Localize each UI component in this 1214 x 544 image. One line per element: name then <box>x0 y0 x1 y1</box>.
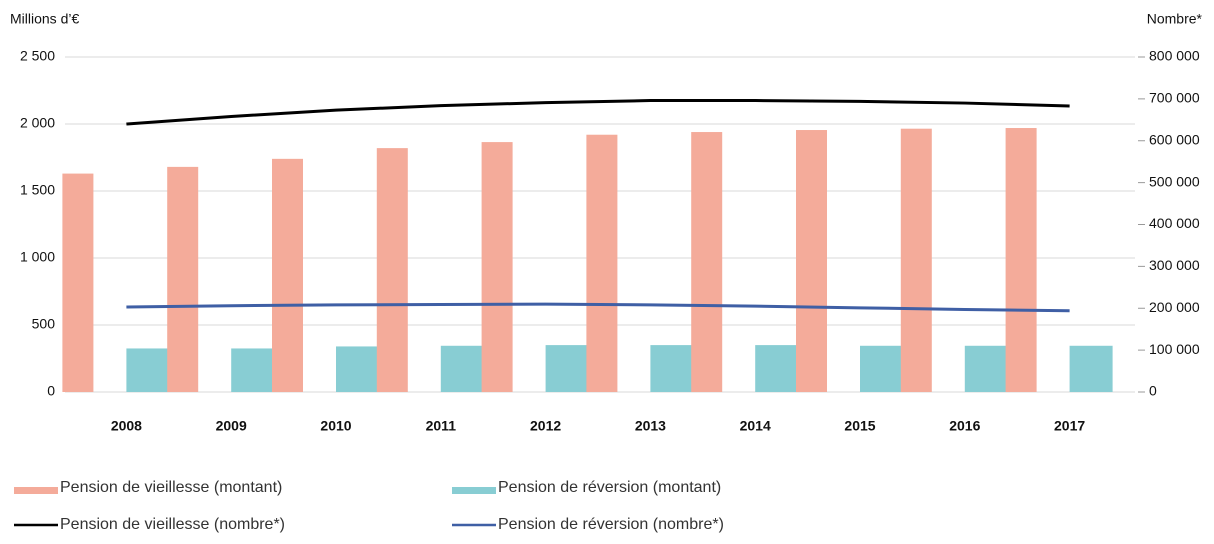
x-tick-label: 2014 <box>740 418 771 434</box>
x-tick-label: 2012 <box>530 418 561 434</box>
x-tick-label: 2011 <box>426 418 457 434</box>
bar <box>755 345 799 392</box>
bar <box>272 158 303 392</box>
bar <box>650 345 694 392</box>
x-tick-label: 2017 <box>1054 418 1085 434</box>
bar <box>440 345 484 392</box>
legend-label: Pension de réversion (nombre*) <box>498 516 724 533</box>
bar <box>1005 128 1037 392</box>
y2-tick-label: 300 000 <box>1149 257 1200 273</box>
y2-tick-label: 200 000 <box>1149 299 1200 315</box>
y-tick-label: 1 500 <box>20 182 55 198</box>
legend-label: Pension de réversion (montant) <box>498 479 721 496</box>
bar <box>62 173 94 392</box>
legend-swatch <box>452 487 496 494</box>
legend-swatch <box>14 487 58 494</box>
bar <box>545 345 589 392</box>
x-tick-label: 2010 <box>320 418 351 434</box>
legend-label: Pension de vieillesse (nombre*) <box>60 516 285 533</box>
bar <box>900 128 932 392</box>
legend-label: Pension de vieillesse (montant) <box>60 479 282 496</box>
bar <box>964 345 1008 392</box>
bar <box>376 148 408 392</box>
bar <box>481 142 513 392</box>
bar <box>336 346 379 392</box>
bar <box>860 345 903 392</box>
bar <box>231 348 275 392</box>
y2-tick-label: 700 000 <box>1149 90 1200 106</box>
bar <box>167 166 199 392</box>
bar <box>796 130 827 392</box>
y-tick-label: 0 <box>47 383 55 399</box>
y2-tick-label: 0 <box>1149 383 1157 399</box>
x-tick-label: 2013 <box>635 418 666 434</box>
x-tick-label: 2009 <box>216 418 247 434</box>
x-tick-label: 2015 <box>844 418 875 434</box>
line <box>126 302 1070 313</box>
y-tick-label: 1 000 <box>20 249 55 265</box>
y2-axis-label: Nombre* <box>1147 11 1203 27</box>
y-axis-label: Millions d’€ <box>10 11 79 27</box>
bar <box>691 132 723 393</box>
x-tick-label: 2008 <box>111 418 142 434</box>
y2-tick-label: 400 000 <box>1149 215 1200 231</box>
bar <box>1069 345 1113 392</box>
line <box>126 99 1070 126</box>
y2-tick-label: 500 000 <box>1149 173 1200 189</box>
y2-tick-label: 100 000 <box>1149 341 1200 357</box>
y2-tick-label: 600 000 <box>1149 131 1200 147</box>
y-tick-label: 500 <box>32 316 56 332</box>
bar <box>126 348 170 392</box>
y2-tick-label: 800 000 <box>1149 48 1200 64</box>
y-tick-label: 2 000 <box>20 115 55 131</box>
bar <box>586 134 618 392</box>
x-tick-label: 2016 <box>949 418 980 434</box>
y-tick-label: 2 500 <box>20 48 55 64</box>
